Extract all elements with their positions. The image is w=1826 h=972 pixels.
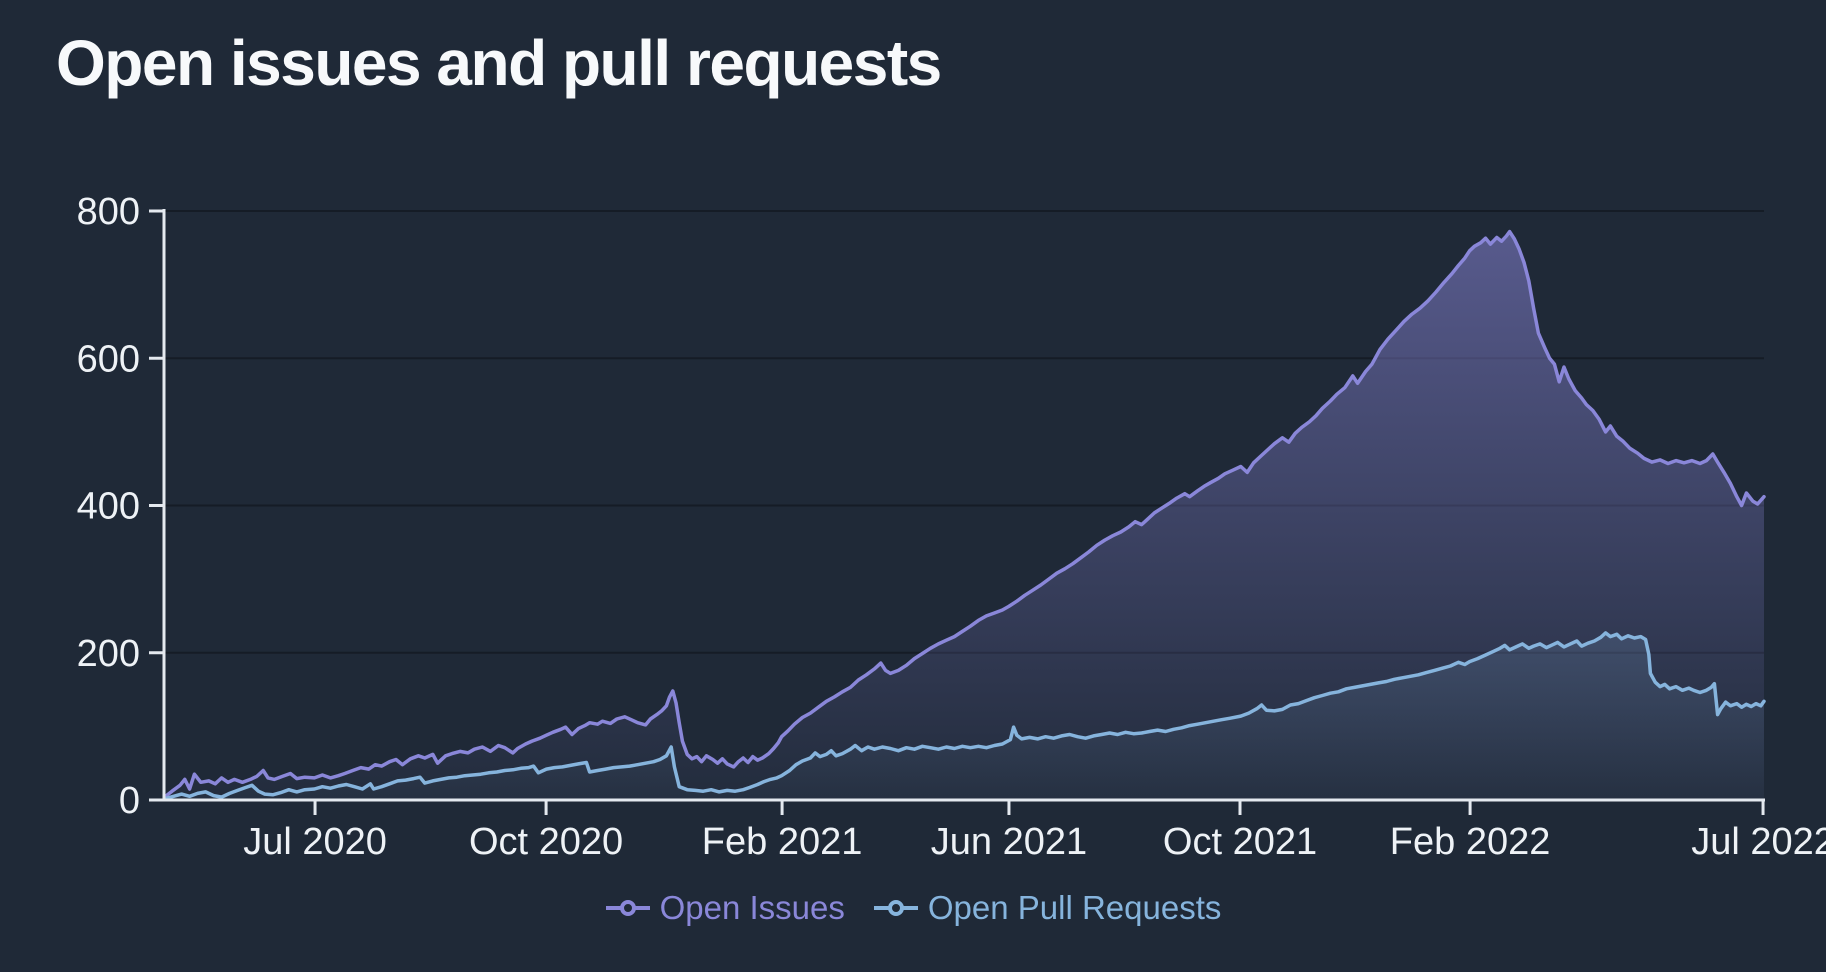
x-tick-label: Feb 2021 [702, 821, 863, 863]
x-tick-label: Feb 2022 [1390, 821, 1551, 863]
series-area-open-pull-requests [165, 632, 1765, 800]
open-issues-line-marker-icon [605, 900, 650, 916]
legend-label-open-pull-requests: Open Pull Requests [927, 889, 1222, 926]
chart-title: Open issues and pull requests [56, 27, 942, 99]
x-tick-label: Jul 2020 [243, 821, 387, 863]
legend-label-open-issues: Open Issues [659, 889, 845, 926]
y-tick-label: 600 [77, 338, 140, 380]
series-line-open-pull-requests [163, 631, 1766, 801]
legend-item-open-issues[interactable]: Open Issues [605, 889, 845, 927]
series-line-open-issues [163, 229, 1766, 799]
y-tick-label: 200 [77, 633, 140, 675]
x-tick-label: Oct 2021 [1163, 821, 1317, 863]
x-tick-label: Jul 2022 [1691, 821, 1826, 863]
x-tick-label: Jun 2021 [931, 821, 1087, 863]
x-tick-label: Oct 2020 [469, 821, 623, 863]
y-tick-label: 400 [77, 486, 140, 528]
chart-legend: Open Issues Open Pull Requests [0, 889, 1826, 927]
legend-item-open-pull-requests[interactable]: Open Pull Requests [873, 889, 1222, 927]
y-tick-label: 800 [77, 191, 140, 233]
open-pull-requests-line-marker-icon [873, 900, 918, 916]
y-tick-label: 0 [119, 780, 140, 822]
